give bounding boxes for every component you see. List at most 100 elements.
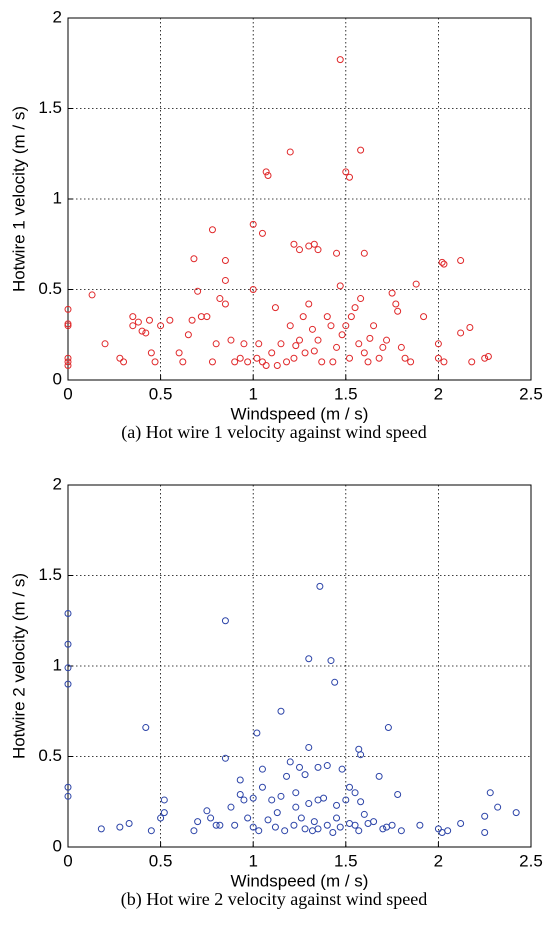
x-tick-label: 2 <box>434 851 443 870</box>
point <box>305 655 313 663</box>
point <box>249 220 257 228</box>
point <box>249 823 257 831</box>
point <box>221 617 229 625</box>
point <box>494 803 502 811</box>
point <box>194 287 202 295</box>
point <box>221 257 229 265</box>
point <box>308 325 316 333</box>
point <box>116 823 124 831</box>
point <box>227 803 235 811</box>
y-tick-label: 2 <box>53 7 62 26</box>
point <box>383 823 391 831</box>
point <box>227 336 235 344</box>
point <box>457 329 465 337</box>
point <box>412 280 420 288</box>
point <box>255 827 263 835</box>
point <box>283 358 291 366</box>
point <box>305 800 313 808</box>
point <box>264 171 272 179</box>
point <box>342 168 350 176</box>
point <box>188 316 196 324</box>
point <box>166 316 174 324</box>
point <box>434 354 442 362</box>
point <box>338 765 346 773</box>
y-tick-label: 0.5 <box>38 746 62 765</box>
point <box>310 240 318 248</box>
point <box>370 818 378 826</box>
point <box>255 340 263 348</box>
point <box>305 300 313 308</box>
point <box>370 322 378 330</box>
point <box>366 334 374 342</box>
point <box>258 358 266 366</box>
point <box>357 295 365 303</box>
point <box>129 313 137 321</box>
point <box>207 814 215 822</box>
x-axis-label: Windspeed (m / s) <box>231 871 369 890</box>
point <box>240 796 248 804</box>
point <box>314 825 322 833</box>
point <box>292 342 300 350</box>
point <box>64 610 72 618</box>
caption: (a) Hot wire 1 velocity against wind spe… <box>121 422 426 443</box>
point <box>236 354 244 362</box>
point <box>336 56 344 64</box>
point <box>486 789 494 797</box>
point <box>194 818 202 826</box>
x-tick-label: 1 <box>248 851 257 870</box>
y-tick-label: 0 <box>53 369 62 388</box>
point <box>221 300 229 308</box>
point <box>258 783 266 791</box>
point <box>314 336 322 344</box>
point <box>268 796 276 804</box>
point <box>392 300 400 308</box>
point <box>64 783 72 791</box>
point <box>129 322 137 330</box>
point <box>286 322 294 330</box>
y-tick-label: 2 <box>53 474 62 493</box>
point <box>379 825 387 833</box>
point <box>120 358 128 366</box>
point <box>236 776 244 784</box>
point <box>142 329 150 337</box>
point <box>420 313 428 321</box>
point <box>336 823 344 831</box>
point <box>64 358 72 366</box>
point <box>466 324 474 332</box>
point <box>342 322 350 330</box>
point <box>203 807 211 815</box>
point <box>333 814 341 822</box>
y-tick-label: 1.5 <box>38 565 62 584</box>
point <box>271 823 279 831</box>
point <box>292 803 300 811</box>
point <box>286 148 294 156</box>
point <box>157 322 165 330</box>
point <box>64 640 72 648</box>
point <box>314 763 322 771</box>
point <box>264 816 272 824</box>
point <box>244 358 252 366</box>
point <box>273 362 281 370</box>
point <box>314 246 322 254</box>
point <box>88 291 96 299</box>
point <box>221 754 229 762</box>
point <box>444 827 452 835</box>
x-tick-label: 2 <box>434 384 443 403</box>
point <box>351 304 359 312</box>
point <box>203 313 211 321</box>
point <box>273 809 281 817</box>
caption: (b) Hot wire 2 velocity against wind spe… <box>121 889 427 910</box>
point <box>416 821 424 829</box>
point <box>327 657 335 665</box>
point <box>301 771 309 779</box>
point <box>262 362 270 370</box>
point <box>318 358 326 366</box>
point <box>236 791 244 799</box>
point <box>277 792 285 800</box>
point <box>355 340 363 348</box>
point <box>394 307 402 315</box>
point <box>301 825 309 833</box>
point <box>357 751 365 759</box>
point <box>64 680 72 688</box>
point <box>375 354 383 362</box>
